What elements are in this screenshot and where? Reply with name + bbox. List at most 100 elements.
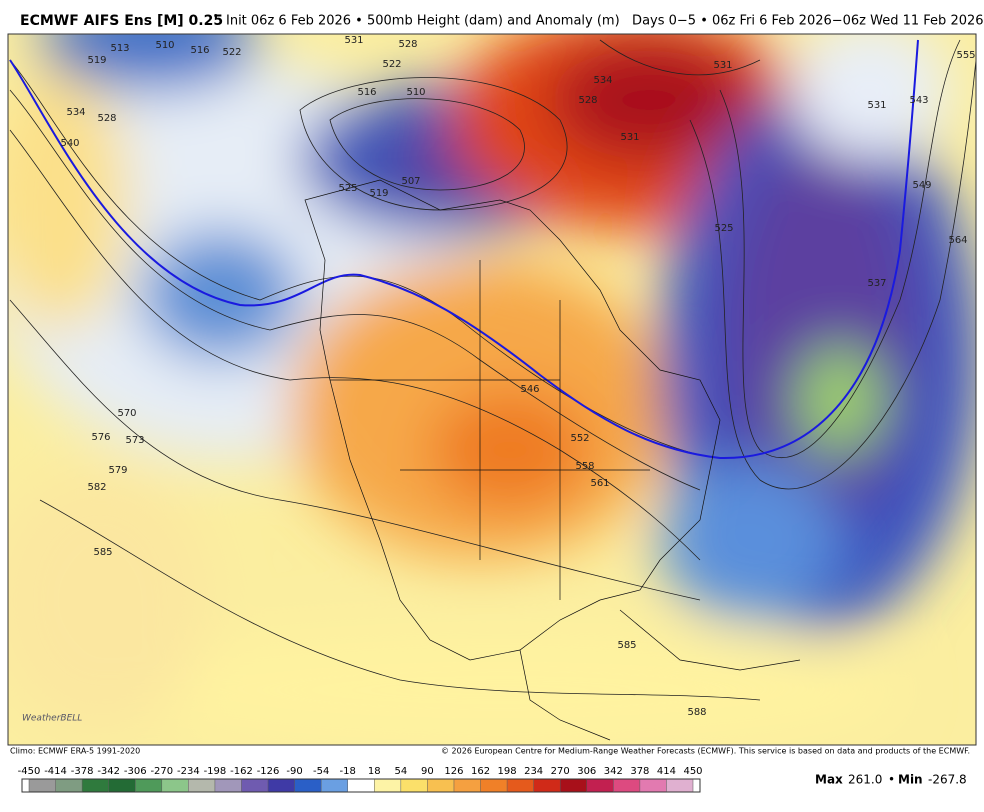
contour-label: 582: [87, 482, 106, 493]
colorbar-segment: [374, 779, 401, 792]
colorbar-segment: [666, 779, 693, 792]
contour-label: 528: [578, 95, 597, 106]
contour-label: 516: [190, 45, 209, 56]
colorbar-segment: [427, 779, 454, 792]
colorbar-tick-label: -18: [340, 766, 356, 777]
contour-label: 549: [912, 180, 931, 191]
colorbar-segment: [108, 779, 136, 792]
contour-label: 585: [617, 640, 636, 651]
colorbar-tick-label: 18: [368, 766, 381, 777]
title: ECMWF AIFS Ens [M] 0.25: [20, 13, 223, 29]
colorbar-tick-label: 90: [421, 766, 434, 777]
contour-label: 531: [344, 35, 363, 46]
colorbar-segment: [560, 779, 587, 792]
colorbar-segment: [55, 779, 83, 792]
colorbar-segment: [533, 779, 561, 792]
colorbar-tick-label: -270: [150, 766, 173, 777]
colorbar-tick-label: 414: [657, 766, 676, 777]
colorbar-tick-label: -162: [230, 766, 253, 777]
contour-label: 546: [520, 384, 539, 395]
contour-label: 558: [575, 461, 594, 472]
min-value: -267.8: [928, 773, 967, 787]
colorbar-segment: [82, 779, 109, 792]
contour-label: 510: [406, 87, 425, 98]
contour-label: 552: [570, 433, 589, 444]
colorbar-tick-label: -198: [204, 766, 227, 777]
colorbar-segment: [400, 779, 428, 792]
colorbar-segment: [214, 779, 242, 792]
colorbar-segment: [480, 779, 508, 792]
contour-label: 561: [590, 478, 609, 489]
climo-note: Climo: ECMWF ERA-5 1991-2020: [10, 747, 140, 756]
colorbar-segment: [321, 779, 348, 792]
contour-label: 543: [909, 95, 928, 106]
contour-label: 531: [713, 60, 732, 71]
contour-label: 507: [401, 176, 420, 187]
colorbar-segment: [161, 779, 189, 792]
colorbar-segment: [347, 779, 375, 792]
contour-label: 528: [97, 113, 116, 124]
colorbar-segment: [294, 779, 322, 792]
colorbar-tick-label: 198: [498, 766, 517, 777]
map: 510 513 516 519 522 531 528 522 516 510 534 531 528 5…: [8, 34, 976, 745]
contour-label: 576: [91, 432, 110, 443]
contour-label: 579: [108, 465, 127, 476]
colorbar-segment: [453, 779, 481, 792]
subtitle: Init 06z 6 Feb 2026 • 500mb Height (dam)…: [226, 14, 984, 29]
colorbar-tick-label: -54: [313, 766, 329, 777]
colorbar-segment: [268, 779, 295, 792]
contour-label: 555: [956, 50, 975, 61]
contour-label: 510: [155, 40, 174, 51]
colorbar-tick-label: -126: [257, 766, 280, 777]
contour-label: 528: [398, 39, 417, 50]
contour-label: 564: [948, 235, 967, 246]
colorbar-frame: [21, 778, 701, 793]
colorbar-segment: [613, 779, 640, 792]
contour-label: 570: [117, 408, 136, 419]
min-label: Min: [898, 773, 923, 787]
colorbar-tick-label: 126: [444, 766, 463, 777]
colorbar-tick-label: -306: [124, 766, 147, 777]
colorbar-tick-label: 54: [394, 766, 407, 777]
contour-label: 534: [66, 107, 85, 118]
colorbar-tick-label: 162: [471, 766, 490, 777]
max-value: 261.0: [848, 773, 882, 787]
contour-label: 537: [867, 278, 886, 289]
colorbar-segment: [241, 779, 269, 792]
separator: •: [888, 773, 895, 787]
colorbar-tick-label: 270: [551, 766, 570, 777]
colorbar-segment: [29, 779, 56, 792]
colorbar-tick-label: 234: [524, 766, 543, 777]
colorbar-segment: [639, 779, 667, 792]
contour-label: 531: [867, 100, 886, 111]
contour-label: 522: [382, 59, 401, 70]
colorbar-tick-label: 306: [577, 766, 596, 777]
contour-label: 573: [125, 435, 144, 446]
logo: WeatherBELL: [22, 714, 82, 724]
colorbar-tick-label: -414: [44, 766, 67, 777]
contour-label: 525: [714, 223, 733, 234]
max-label: Max: [815, 773, 843, 787]
colorbar-segment: [135, 779, 162, 792]
colorbar-segment: [507, 779, 534, 792]
colorbar-tick-label: 342: [604, 766, 623, 777]
contour-label: 516: [357, 87, 376, 98]
contour-label: 525: [338, 183, 357, 194]
contour-label: 513: [110, 43, 129, 54]
contour-label: 534: [593, 75, 612, 86]
contour-label: 522: [222, 47, 241, 58]
colorbar-tick-label: -378: [71, 766, 94, 777]
colorbar-tick-label: -342: [97, 766, 120, 777]
degree: °: [213, 12, 219, 25]
colorbar-segment: [586, 779, 614, 792]
contour-label: 585: [93, 547, 112, 558]
colorbar-tick-label: 450: [683, 766, 702, 777]
contour-label: 531: [620, 132, 639, 143]
contour-label: 519: [369, 188, 388, 199]
colorbar-tick-label: -450: [18, 766, 41, 777]
copyright: © 2026 European Centre for Medium-Range …: [441, 747, 970, 756]
colorbar-tick-label: -90: [286, 766, 302, 777]
contour-label: 519: [87, 55, 106, 66]
colorbar-segment: [188, 779, 215, 792]
